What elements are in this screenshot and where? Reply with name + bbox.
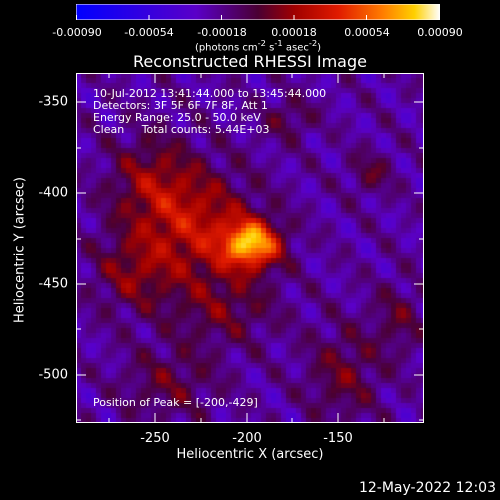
y-axis-label: Heliocentric Y (arcsec) bbox=[12, 177, 28, 323]
x-tick-label: -150 bbox=[323, 431, 353, 446]
colorbar-tick-label: -0.00090 bbox=[52, 26, 102, 39]
heatmap-image bbox=[76, 73, 424, 423]
clean-total-counts: Clean Total counts: 5.44E+03 bbox=[93, 123, 270, 136]
y-tick-label: -350 bbox=[38, 94, 68, 110]
colorbar-tick-label: 0.00090 bbox=[417, 26, 463, 39]
observation-time: 10-Jul-2012 13:41:44.000 to 13:45:44.000 bbox=[93, 87, 327, 100]
colorbar-tick-label: 0.00054 bbox=[344, 26, 390, 39]
plot-area: 10-Jul-2012 13:41:44.000 to 13:45:44.000… bbox=[76, 73, 424, 423]
axis-tick-marks bbox=[76, 73, 424, 423]
axis-minor-ticks bbox=[76, 73, 424, 423]
x-axis-label: Heliocentric X (arcsec) bbox=[176, 447, 324, 462]
peak-position: Position of Peak = [-200,-429] bbox=[93, 396, 258, 409]
x-tick-label: -200 bbox=[232, 431, 262, 446]
energy-range-info: Energy Range: 25.0 - 50.0 keV bbox=[93, 111, 261, 124]
plot-frame bbox=[76, 73, 424, 423]
footer-timestamp: 12-May-2022 12:03 bbox=[358, 480, 496, 496]
x-tick-label: -250 bbox=[140, 431, 170, 446]
colorbar-tick-label: -0.00054 bbox=[124, 26, 174, 39]
y-tick-label: -500 bbox=[38, 367, 68, 383]
detectors-info: Detectors: 3F 5F 6F 7F 8F, Att 1 bbox=[93, 99, 268, 112]
colorbar-tick-label: -0.00018 bbox=[197, 26, 247, 39]
y-tick-label: -450 bbox=[38, 276, 68, 292]
colorbar bbox=[76, 4, 440, 20]
colorbar-unit-label: (photons cm-2 s-1 asec-2) bbox=[194, 38, 322, 54]
colorbar-tick-label: 0.00018 bbox=[271, 26, 317, 39]
chart-title: Reconstructed RHESSI Image bbox=[133, 52, 367, 71]
colorbar-gradient bbox=[76, 4, 440, 20]
y-tick-label: -400 bbox=[38, 185, 68, 201]
colorbar-tick-marks bbox=[76, 15, 440, 20]
